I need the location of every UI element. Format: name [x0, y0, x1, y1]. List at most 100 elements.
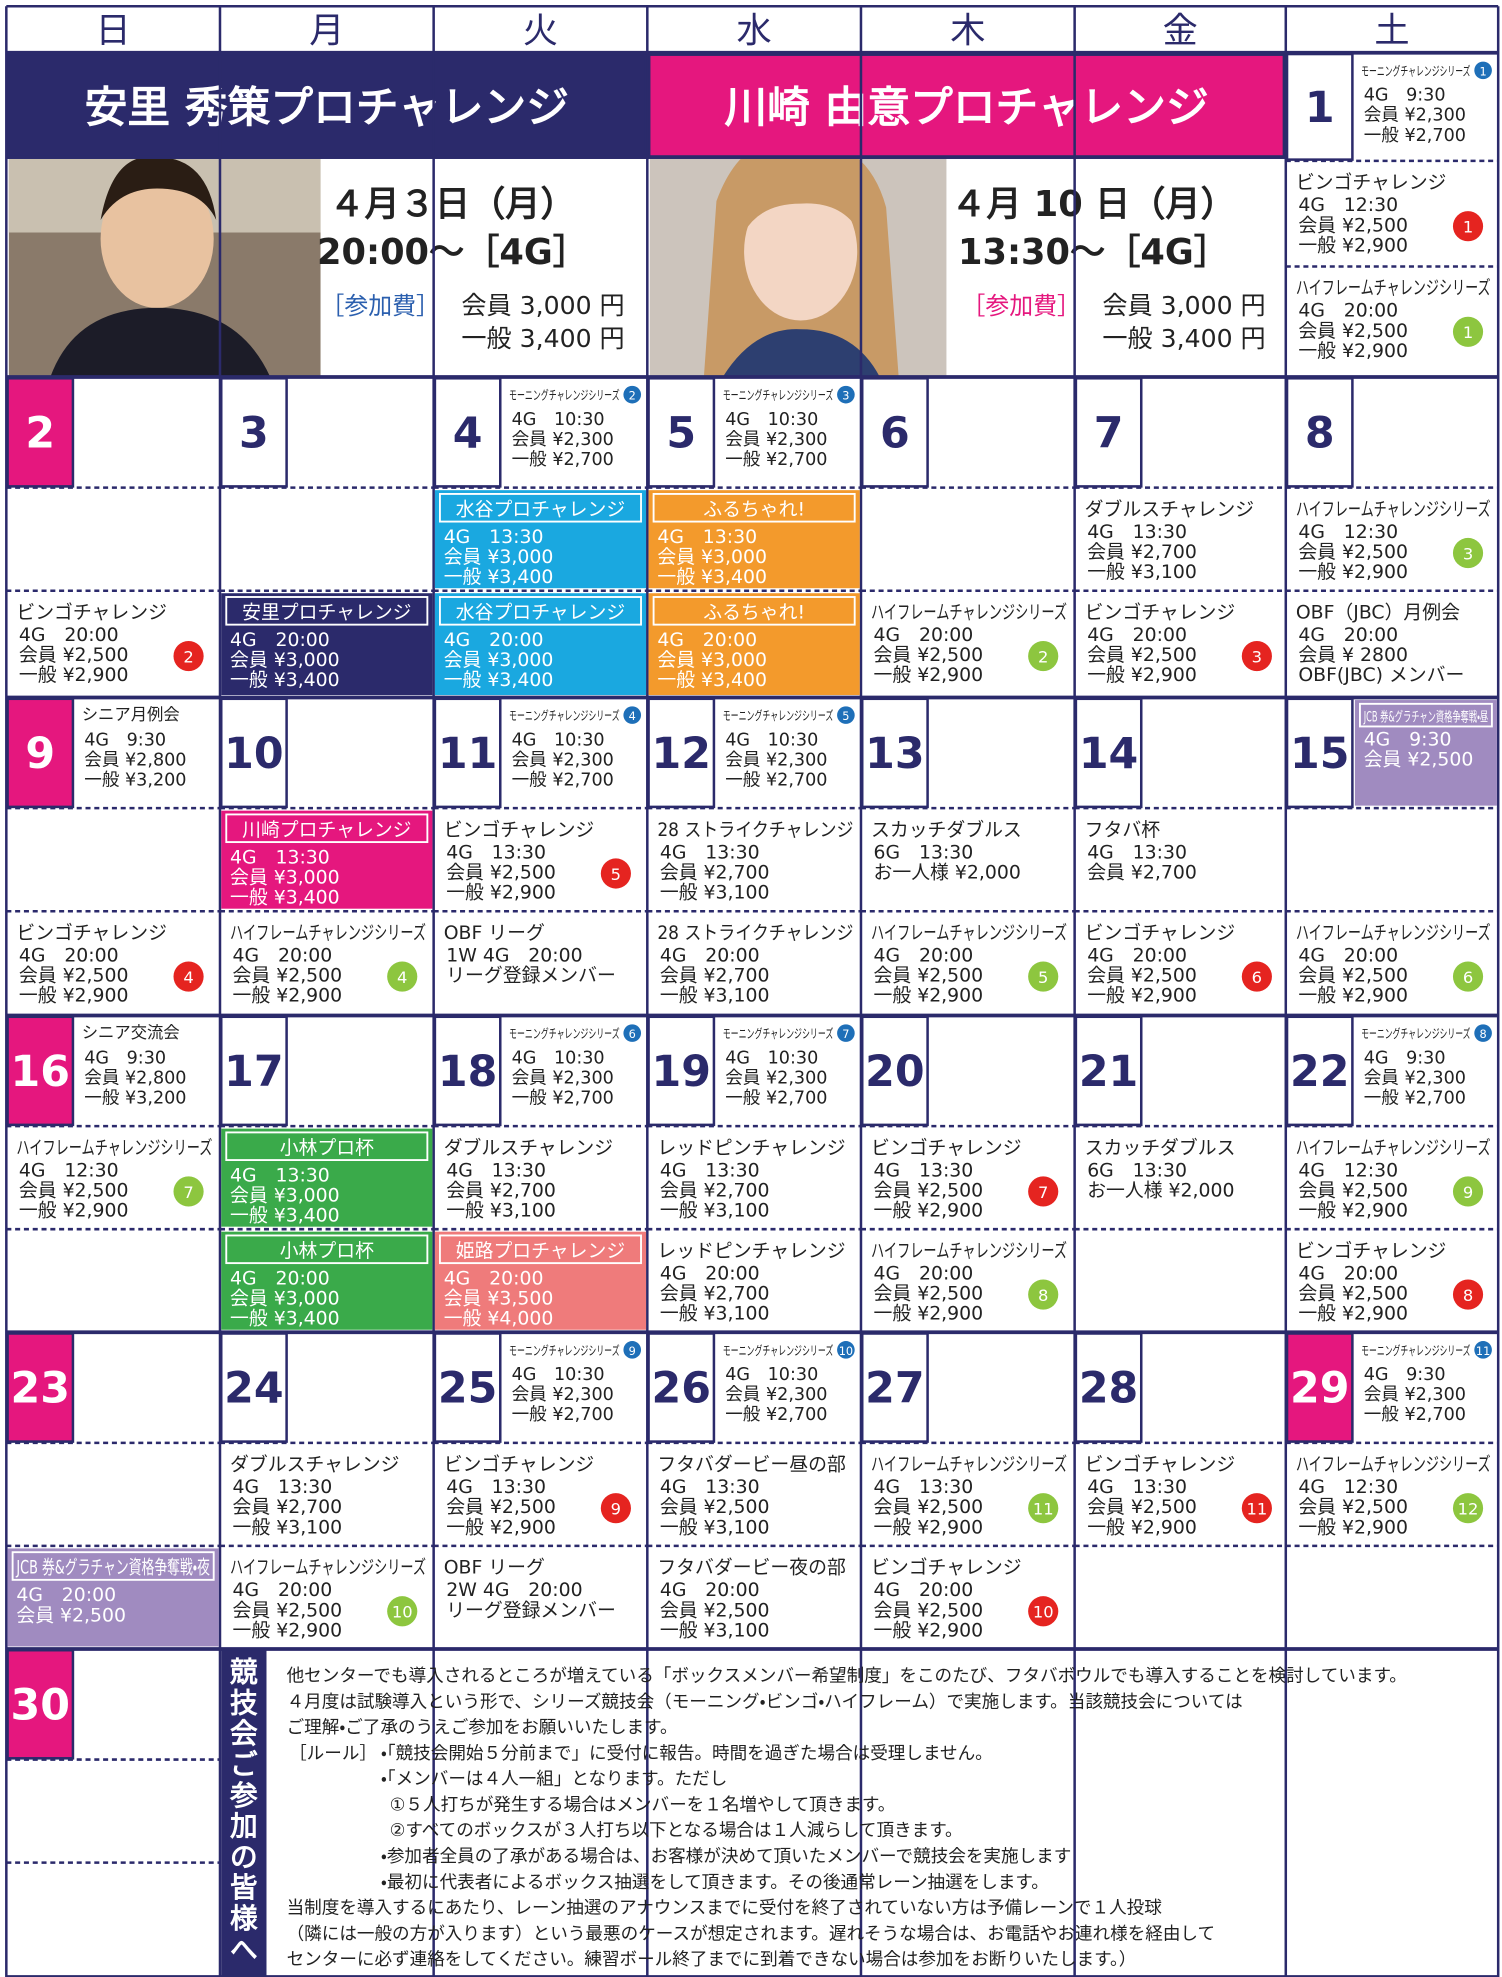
event-line: 一般 ¥3,100 — [233, 1516, 343, 1538]
event-line: 4G 10:30 — [512, 1048, 605, 1068]
event-name: ビンゴチャレンジ — [16, 601, 167, 623]
event-line: 4G 9:30 — [1364, 1048, 1446, 1068]
event-bg — [7, 1548, 219, 1647]
event-line: 会員 ¥2,300 — [512, 750, 614, 770]
event-name: ハイフレームチャレンジシリーズ — [871, 1453, 1067, 1475]
event-line: 一般 ¥3,400 — [230, 1205, 340, 1227]
notes-line: 当制度を導入するにあたり、レーン抽選のアナウンスまでに受付を終了されていない方は… — [287, 1899, 1163, 1919]
event-line: 2W 4G 20:00 — [446, 1580, 582, 1601]
event-line: 会員 ¥2,700 — [1087, 541, 1197, 563]
event-name-box — [225, 813, 429, 844]
event-line: 一般 ¥3,100 — [660, 882, 770, 904]
day-number: 29 — [1290, 1364, 1349, 1414]
badge — [1241, 640, 1272, 672]
event-line: 会員 ¥2,300 — [512, 1385, 614, 1405]
day-number: 6 — [880, 408, 910, 458]
day-number: 25 — [438, 1364, 497, 1414]
event-name: 安里プロチャレンジ — [242, 601, 411, 623]
event-line: 4G 13:30 — [230, 1165, 330, 1186]
event-name: ハイフレームチャレンジシリーズ — [1296, 1137, 1491, 1159]
event-name: ビンゴチャレンジ — [1296, 172, 1447, 194]
event-name: JCB 券&グラチャン資格争奪戦・昼 — [1363, 708, 1488, 725]
badge-number: 9 — [1463, 1183, 1473, 1202]
event-line: 一般 ¥2,700 — [1364, 1405, 1466, 1425]
event-line: 会員 ¥2,500 — [19, 644, 129, 666]
event-line: 一般 ¥2,700 — [512, 771, 614, 791]
event-line: 一般 ¥2,700 — [1364, 1089, 1466, 1109]
day-number-box — [860, 1332, 929, 1443]
event-line: 4G 13:30 — [1087, 522, 1187, 543]
event-line: 会員 ¥2,300 — [1364, 1068, 1466, 1088]
event-line: 4G 13:30 — [660, 842, 760, 863]
badge-number: 8 — [1480, 1028, 1487, 1041]
badge — [1452, 211, 1484, 242]
event-line: 4G 13:30 — [1087, 842, 1187, 863]
badge-number: 8 — [1463, 1286, 1473, 1305]
event-line: 4G 9:30 — [84, 1048, 166, 1068]
event-line: 一般 ¥3,100 — [660, 1619, 770, 1641]
event-line: 会員 ¥2,300 — [725, 1385, 827, 1405]
event-line: リーグ登録メンバー — [446, 965, 616, 987]
day-number-box — [647, 1332, 716, 1443]
day-number: 20 — [865, 1047, 924, 1097]
event-name-box — [438, 596, 642, 626]
event-line: 会員 ¥2,500 — [1298, 1496, 1408, 1518]
badge — [1452, 1493, 1484, 1524]
event-line: 会員 ¥3,000 — [230, 649, 340, 671]
event-line: 一般 ¥2,700 — [725, 1089, 827, 1109]
event-name: ビンゴチャレンジ — [1085, 601, 1236, 623]
event-line: 会員 ¥3,000 — [444, 546, 554, 568]
event-line: 一般 ¥3,100 — [446, 1200, 556, 1222]
event-name: ダブルスチャレンジ — [1085, 497, 1254, 520]
banner-time: 13:30～［4G］ — [958, 232, 1229, 273]
event-line: 4G 10:30 — [725, 730, 818, 750]
event-line: 4G 9:30 — [1364, 729, 1452, 750]
event-name: ビンゴチャレンジ — [871, 1137, 1022, 1159]
event-line: 会員 ¥2,500 — [446, 862, 556, 884]
badge — [837, 1024, 855, 1042]
day-number-box — [219, 697, 288, 809]
event-line: 一般 ¥3,400 — [230, 669, 340, 691]
day-number-box — [647, 1015, 716, 1127]
event-line: 4G 10:30 — [725, 1048, 818, 1068]
badge — [173, 961, 204, 992]
day-number: 27 — [865, 1364, 924, 1414]
event-line: 4G 10:30 — [512, 730, 605, 750]
badge-number: 1 — [1463, 218, 1473, 237]
event-bg — [434, 490, 647, 589]
day-number-box — [1285, 377, 1354, 488]
event-line: 4G 12:30 — [1298, 522, 1398, 543]
notes-rule: ①５人打ちが発生する場合はメンバーを１名増やして頂きます。 — [390, 1795, 896, 1815]
day-number-box — [1285, 697, 1354, 809]
banner-title: 川崎 由意プロチャレンジ — [724, 83, 1208, 133]
badge-number: 5 — [1038, 968, 1048, 987]
event-line: 4G 20:00 — [444, 630, 544, 651]
event-line: 会員 ¥2,500 — [874, 644, 984, 666]
event-line: 一般 ¥2,700 — [512, 450, 614, 470]
badge — [623, 706, 642, 724]
event-line: 6G 13:30 — [874, 842, 974, 863]
notes-rule: ・参加者全員の了承がある場合は、お客様が決めて頂いたメンバーで競技会を実施します — [381, 1847, 1071, 1867]
badge — [1452, 1176, 1484, 1207]
day-number: 12 — [652, 729, 711, 779]
banner-date: ４月３日（月） — [329, 184, 575, 225]
badge-number: 1 — [1480, 65, 1487, 78]
day-number: 30 — [11, 1680, 70, 1730]
event-line: 会員 ¥2,700 — [660, 1180, 770, 1202]
badge-number: 2 — [1038, 647, 1048, 666]
